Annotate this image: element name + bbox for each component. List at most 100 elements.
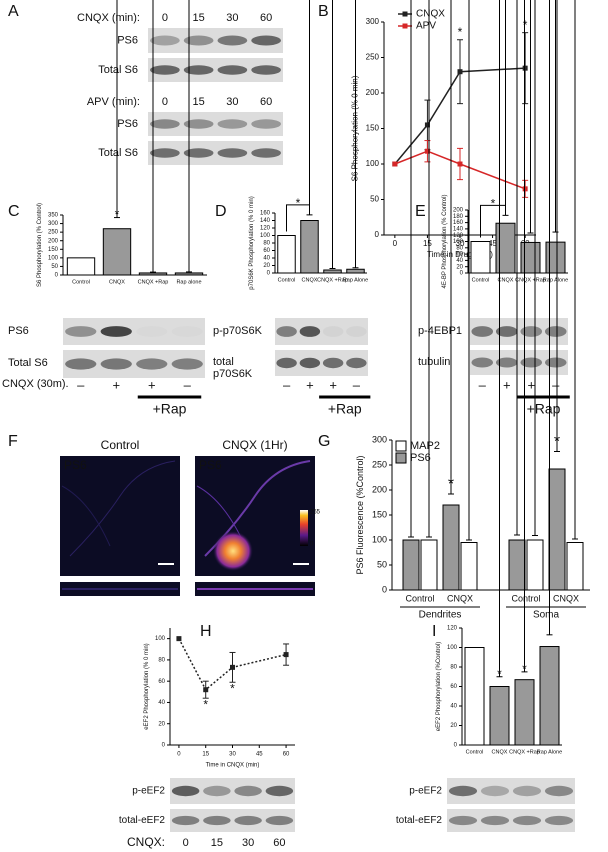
data-point <box>230 664 235 670</box>
legend-marker <box>402 11 408 17</box>
blot-band <box>183 148 214 158</box>
panel-letter: E <box>415 203 426 220</box>
x-tick-label: 15 <box>423 239 432 248</box>
blot-band <box>217 35 248 46</box>
y-tick-label: 0 <box>460 271 464 277</box>
significance-star: * <box>458 25 463 39</box>
blot-band <box>171 785 200 797</box>
y-tick-label: 100 <box>372 534 387 544</box>
y-tick-label: 300 <box>48 221 59 227</box>
y-tick-label: 40 <box>450 704 457 710</box>
bar <box>66 257 96 276</box>
blot-band <box>299 326 321 337</box>
data-point <box>203 687 209 693</box>
x-tick-label: CNQX <box>553 593 579 603</box>
data-point <box>457 161 463 167</box>
blot-label: Total S6 <box>98 64 138 76</box>
bar <box>102 228 132 276</box>
time-label: 0 <box>183 837 189 849</box>
x-tick-label: 0 <box>393 239 398 248</box>
sign-label: – <box>283 377 291 392</box>
time-label: 0 <box>162 12 168 24</box>
sign-label: + <box>306 377 314 392</box>
y-tick-label: 100 <box>453 239 464 245</box>
blot-band <box>183 35 214 46</box>
time-label: 30 <box>226 96 238 108</box>
rap-label: +Rap <box>527 401 561 417</box>
x-tick-label: Control <box>511 593 540 603</box>
group-label: Dendrites <box>419 610 462 621</box>
blot-band <box>150 35 180 46</box>
legend-label: APV <box>416 21 436 32</box>
y-tick-label: 60 <box>456 252 463 258</box>
series-line <box>178 638 287 691</box>
bar <box>402 539 420 591</box>
blot-band <box>171 358 203 370</box>
bar <box>174 272 204 276</box>
y-tick-label: 250 <box>366 53 380 62</box>
y-tick-label: 180 <box>453 214 464 220</box>
time-label: 15 <box>211 837 223 849</box>
y-tick-label: 50 <box>51 264 58 270</box>
x-tick-label: 30 <box>229 752 236 758</box>
significance-star: * <box>522 662 527 676</box>
error-bar <box>352 0 359 269</box>
sign-label: + <box>148 377 156 392</box>
blot-background <box>447 809 575 832</box>
x-tick-label: Rap Alone <box>543 277 568 283</box>
time-label: 0 <box>162 96 168 108</box>
bar <box>442 504 460 591</box>
image-title: Control <box>101 438 140 452</box>
x-tick-label: Control <box>466 749 484 755</box>
blot-band <box>299 357 321 369</box>
blot-label: tubulin <box>418 355 451 368</box>
sign-label: – <box>77 377 85 392</box>
y-tick-label: 20 <box>450 723 457 729</box>
x-tick-label: Rap Alone <box>343 277 368 283</box>
panel-letter: F <box>8 433 18 450</box>
error-bar <box>521 0 528 673</box>
blot-band <box>100 358 132 370</box>
blot-band <box>150 119 180 129</box>
y-tick-label: 300 <box>366 17 380 26</box>
y-tick-label: 200 <box>366 88 380 97</box>
error-bar <box>572 0 578 540</box>
significance-star: * <box>296 196 301 210</box>
y-axis-label: eEF2 Phosphorylation (% 0 min) <box>144 643 150 729</box>
bar <box>545 241 566 274</box>
y-tick-label: 0 <box>454 743 458 749</box>
blot-band <box>183 119 214 129</box>
blot-label: PS6 <box>117 34 138 46</box>
blot-band <box>172 326 203 337</box>
blot-band <box>136 358 168 370</box>
x-tick-label: CNQX <box>302 277 318 283</box>
y-axis-label: S6 Phosphorylation (% Control) <box>37 203 43 287</box>
bar <box>138 272 168 276</box>
bar <box>495 222 516 274</box>
x-tick-label: CNQX +Rap <box>515 277 546 283</box>
error-bar <box>306 0 313 216</box>
treatment-label: APV (min): <box>87 96 140 108</box>
y-tick-label: 100 <box>260 233 271 239</box>
error-bar <box>448 0 454 495</box>
image-label: PS6 <box>199 458 222 472</box>
y-tick-label: 140 <box>260 218 271 224</box>
blot-band <box>265 815 294 826</box>
blot-band <box>544 785 574 797</box>
blot-band <box>100 326 132 337</box>
error-bar <box>496 0 503 678</box>
y-axis-label: eEF2 Phosphorylation (%Control) <box>436 642 442 731</box>
data-point <box>522 186 528 192</box>
y-tick-label: 0 <box>162 743 166 749</box>
sign-label: + <box>112 377 120 392</box>
x-tick-label: CNQX +Rap <box>509 749 540 755</box>
y-axis-label: p70S6K Phosphorylation (% 0 min) <box>249 196 255 289</box>
time-label: 60 <box>260 96 272 108</box>
x-tick-label: Control <box>278 277 296 283</box>
blot-band <box>65 358 97 370</box>
blot-label: PS6 <box>117 118 138 130</box>
blot-band <box>520 326 543 337</box>
bar <box>470 241 491 274</box>
y-tick-label: 150 <box>48 247 59 253</box>
y-tick-label: 150 <box>372 509 387 519</box>
